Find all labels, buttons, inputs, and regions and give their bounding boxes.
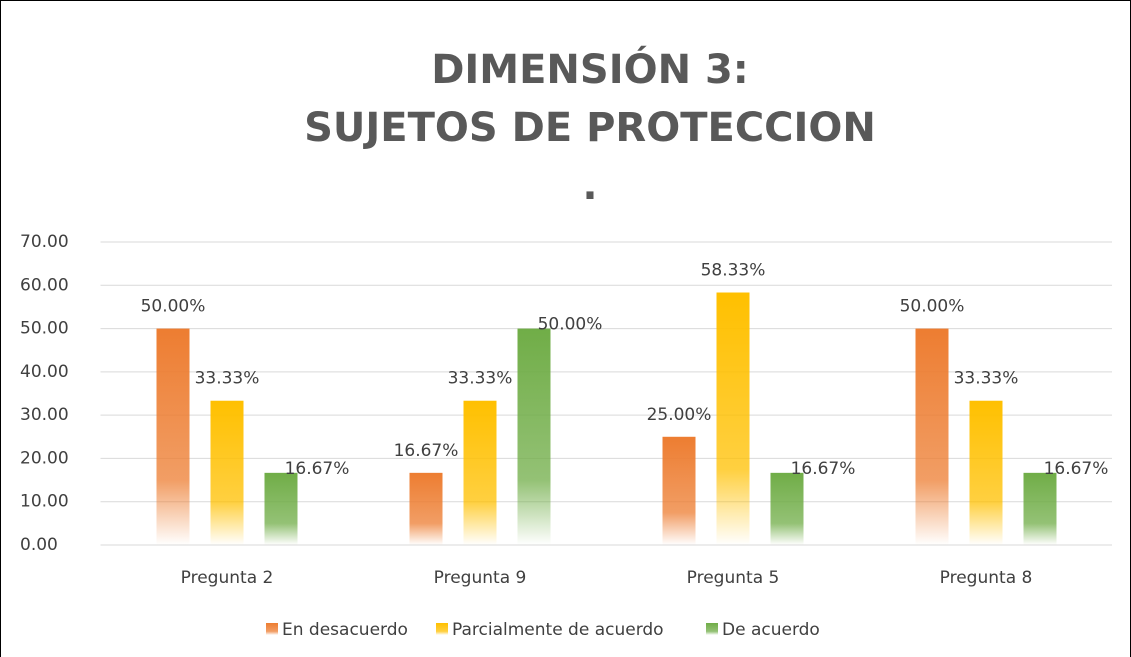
bar (770, 472, 804, 545)
y-tick-label: 60.00 (20, 275, 69, 295)
y-tick-label: 50.00 (20, 319, 69, 339)
legend-swatch (266, 623, 278, 635)
bar (210, 400, 244, 545)
legend-swatch (706, 623, 718, 635)
x-tick-label: Pregunta 5 (687, 568, 780, 588)
x-tick-label: Pregunta 8 (940, 568, 1033, 588)
data-label: 33.33% (448, 369, 513, 389)
data-label: 58.33% (701, 261, 766, 281)
chart-title: DIMENSIÓN 3: (431, 45, 749, 93)
y-tick-label: 30.00 (20, 405, 69, 425)
x-tick-label: Pregunta 9 (434, 568, 527, 588)
y-tick-label: 0.00 (20, 535, 58, 555)
data-label: 25.00% (647, 405, 712, 425)
data-label: 50.00% (141, 297, 206, 317)
data-label: 50.00% (900, 297, 965, 317)
legend-swatch (436, 623, 448, 635)
data-label: 33.33% (954, 369, 1019, 389)
bar (463, 400, 497, 545)
bar (915, 328, 949, 545)
bar (1023, 472, 1057, 545)
data-label: 16.67% (791, 459, 856, 479)
data-label: 16.67% (1044, 459, 1109, 479)
bar (156, 328, 190, 545)
y-tick-label: 70.00 (20, 232, 69, 252)
chart-title: . (582, 163, 597, 209)
legend-label: Parcialmente de acuerdo (452, 620, 664, 640)
y-tick-label: 40.00 (20, 362, 69, 382)
bar (409, 472, 443, 545)
y-tick-label: 10.00 (20, 492, 69, 512)
bar (716, 292, 750, 545)
bar (662, 436, 696, 545)
data-label: 50.00% (538, 315, 603, 335)
legend-label: En desacuerdo (282, 620, 408, 640)
chart-title: SUJETOS DE PROTECCION (304, 105, 876, 151)
bar (517, 328, 551, 545)
y-tick-label: 20.00 (20, 448, 69, 468)
data-label: 33.33% (195, 369, 260, 389)
bar (969, 400, 1003, 545)
legend-label: De acuerdo (722, 620, 820, 640)
data-label: 16.67% (394, 441, 459, 461)
data-label: 16.67% (285, 459, 350, 479)
bar (264, 472, 298, 545)
x-tick-label: Pregunta 2 (181, 568, 274, 588)
